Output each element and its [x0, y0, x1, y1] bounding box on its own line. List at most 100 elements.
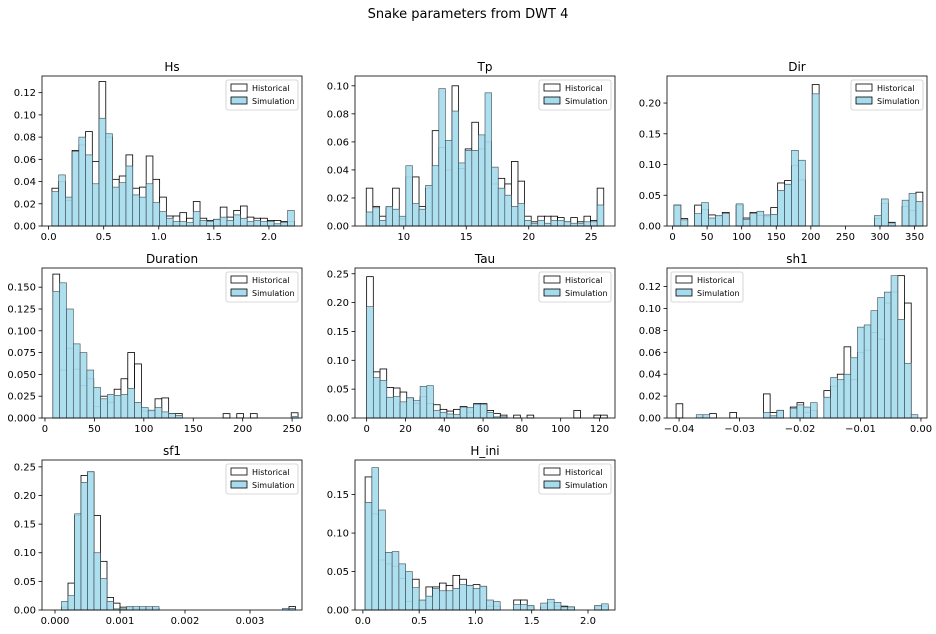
bar-simulation: [385, 552, 393, 611]
y-tick-label: 0.02: [639, 392, 661, 403]
bar-simulation: [98, 117, 107, 227]
legend-simulation-label: Simulation: [565, 97, 608, 106]
y-tick-label: 0.15: [639, 129, 661, 140]
axes-frame: [354, 267, 616, 419]
bar-simulation: [830, 377, 838, 419]
bar-simulation: [398, 563, 406, 611]
x-tick-label: 20: [399, 424, 412, 435]
bar-simulation: [695, 414, 704, 419]
x-tick-label: 150: [767, 232, 786, 243]
bar-simulation: [803, 406, 811, 419]
y-tick-label: 0.20: [14, 491, 36, 502]
x-tick-label: 350: [905, 232, 924, 243]
y-tick-label: 0.150: [7, 283, 36, 294]
bar-simulation: [459, 406, 468, 419]
bar-simulation: [708, 217, 716, 227]
y-tick-label: 0.10: [639, 160, 661, 171]
bar-simulation: [199, 220, 208, 227]
bar-simulation: [890, 275, 899, 419]
bar-simulation: [910, 414, 919, 419]
bar-simulation: [405, 165, 413, 227]
y-tick-label: 0.05: [327, 385, 349, 396]
legend-historical-swatch: [543, 467, 561, 476]
bar-simulation: [106, 601, 114, 611]
bar-historical: [709, 413, 717, 419]
legend-historical-label: Historical: [252, 468, 289, 477]
y-tick-label: 0.00: [14, 222, 36, 233]
y-tick-label: 0.06: [327, 137, 349, 148]
x-tick-label: 150: [184, 424, 203, 435]
bar-simulation: [134, 401, 142, 419]
bar-simulation: [459, 584, 467, 611]
bar-simulation: [884, 291, 892, 419]
y-tick-label: 0.05: [639, 191, 661, 202]
bar-simulation: [530, 222, 539, 227]
bar-simulation: [904, 362, 912, 419]
x-tick-label: 0: [363, 424, 369, 435]
y-tick-label: 0.20: [327, 298, 349, 309]
bar-simulation: [458, 162, 466, 227]
legend-historical-swatch: [543, 275, 561, 284]
bar-simulation: [152, 202, 160, 227]
bar-simulation: [453, 414, 461, 419]
y-tick-label: 0.00: [327, 606, 349, 617]
bar-simulation: [65, 196, 73, 227]
legend: Historical Simulation: [538, 271, 612, 303]
y-tick-label: 0.04: [327, 165, 349, 176]
bar-simulation: [105, 133, 113, 227]
bar-simulation: [594, 605, 602, 611]
bar-simulation: [694, 213, 702, 227]
bar-simulation: [398, 215, 407, 227]
y-tick-label: 0.05: [14, 577, 36, 588]
bar-simulation: [125, 165, 134, 227]
bar-simulation: [445, 140, 453, 227]
legend-simulation-swatch: [543, 480, 561, 489]
x-tick-label: 10: [397, 232, 410, 243]
y-tick-label: 0.125: [7, 304, 36, 315]
bar-simulation: [267, 221, 275, 227]
bar-simulation: [478, 134, 486, 227]
bar-simulation: [406, 397, 414, 419]
bar-historical: [600, 414, 608, 419]
y-tick-label: 0.10: [327, 81, 349, 92]
bar-simulation: [127, 388, 135, 419]
bar-simulation: [206, 221, 214, 227]
bar-simulation: [372, 207, 380, 227]
x-tick-label: 2.0: [261, 232, 277, 243]
x-tick-label: 15: [460, 232, 473, 243]
bar-simulation: [80, 482, 88, 611]
bar-simulation: [810, 402, 818, 419]
y-tick-label: 0.10: [14, 110, 36, 121]
legend-simulation-swatch: [855, 96, 873, 105]
bar-simulation: [154, 407, 163, 419]
subplot-hs: Hs 0.0 0.5 1.0 1.5 2.0 0.00 0.02 0.04 0.06 0.08 0.1…: [14, 60, 303, 243]
legend-simulation-swatch: [230, 480, 248, 489]
y-tick-label: 0.10: [14, 548, 36, 559]
bar-simulation: [537, 220, 545, 227]
bar-simulation: [471, 150, 479, 227]
bar-simulation: [763, 214, 772, 227]
y-tick-label: 0.05: [327, 567, 349, 578]
bar-simulation: [763, 412, 771, 419]
subplot-tp: Tp 10 15 20 25 0.00 0.02 0.04 0.06 0.08 0.10 Histor…: [327, 60, 616, 243]
bar-simulation: [100, 398, 108, 419]
bar-simulation: [399, 401, 408, 419]
x-tick-label: 0.0: [41, 232, 57, 243]
bar-simulation: [86, 369, 95, 419]
legend-historical-label: Historical: [565, 84, 602, 93]
bar-simulation: [392, 208, 400, 227]
bar-simulation: [61, 601, 69, 611]
x-tick-label: 250: [283, 424, 302, 435]
x-tick-label: 100: [732, 232, 751, 243]
bar-simulation: [219, 216, 228, 227]
bar-simulation: [379, 220, 387, 227]
x-tick-label: 1.5: [206, 232, 222, 243]
legend: Historical Simulation: [225, 79, 299, 111]
bar-historical: [526, 414, 535, 419]
bar-simulation: [240, 217, 248, 227]
bar-simulation: [701, 202, 709, 227]
bar-simulation: [577, 222, 585, 227]
bar-simulation: [280, 222, 288, 227]
bar-simulation: [560, 606, 569, 611]
bar-simulation: [524, 220, 532, 227]
